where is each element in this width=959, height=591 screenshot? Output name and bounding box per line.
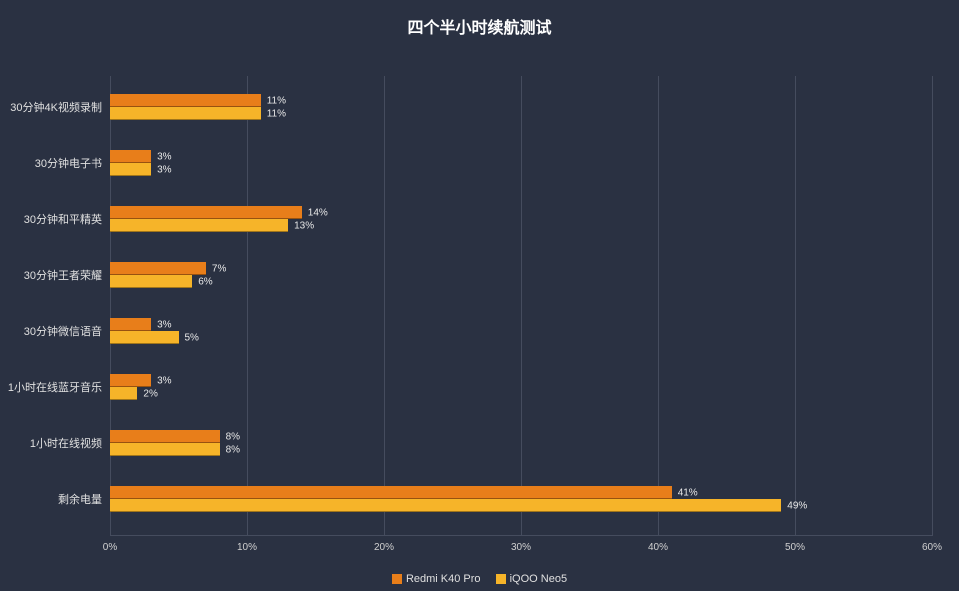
plot-area: 0%10%20%30%40%50%60%30分钟4K视频录制11%11%30分钟… (110, 76, 932, 536)
bar-value-label: 6% (198, 276, 212, 287)
bar-value-label: 3% (157, 151, 171, 162)
gridline (384, 76, 385, 536)
bar (110, 387, 137, 400)
bar-value-label: 2% (143, 388, 157, 399)
x-tick-label: 0% (103, 542, 117, 553)
y-category-label: 30分钟电子书 (35, 155, 102, 171)
y-category-label: 30分钟微信语音 (24, 323, 102, 339)
legend-label-0: Redmi K40 Pro (406, 573, 481, 585)
bar-value-label: 11% (267, 108, 286, 119)
bar-value-label: 8% (226, 431, 240, 442)
bar (110, 163, 151, 176)
bar (110, 486, 672, 499)
y-category-label: 30分钟和平精英 (24, 211, 102, 227)
bar-value-label: 14% (308, 207, 328, 218)
gridline (658, 76, 659, 536)
x-tick-label: 20% (374, 542, 394, 553)
bar-value-label: 3% (157, 375, 171, 386)
bar (110, 150, 151, 163)
gridline (110, 76, 111, 536)
bar (110, 318, 151, 331)
chart-title: 四个半小时续航测试 (0, 14, 959, 38)
bar (110, 331, 179, 344)
bar-value-label: 5% (185, 332, 199, 343)
bar-value-label: 11% (267, 95, 286, 106)
y-category-label: 1小时在线蓝牙音乐 (8, 379, 102, 395)
bar-value-label: 7% (212, 263, 226, 274)
x-tick-label: 50% (785, 542, 805, 553)
y-category-label: 30分钟4K视频录制 (10, 99, 102, 115)
bar (110, 374, 151, 387)
y-category-label: 1小时在线视频 (30, 435, 102, 451)
bar-value-label: 8% (226, 444, 240, 455)
bar-value-label: 13% (294, 220, 314, 231)
bar (110, 499, 781, 512)
bar (110, 107, 261, 120)
gridline (932, 76, 933, 536)
bar (110, 219, 288, 232)
bar (110, 430, 220, 443)
gridline (521, 76, 522, 536)
legend-swatch-0 (392, 574, 402, 584)
bar (110, 94, 261, 107)
bar-value-label: 49% (787, 500, 807, 511)
bar (110, 262, 206, 275)
bar-value-label: 3% (157, 319, 171, 330)
legend: Redmi K40 Pro iQOO Neo5 (0, 573, 959, 585)
legend-item-1: iQOO Neo5 (496, 573, 567, 585)
x-tick-label: 60% (922, 542, 942, 553)
gridline (795, 76, 796, 536)
y-category-label: 剩余电量 (58, 491, 102, 507)
legend-item-0: Redmi K40 Pro (392, 573, 481, 585)
x-tick-label: 10% (237, 542, 257, 553)
bar (110, 275, 192, 288)
bar-value-label: 41% (678, 487, 698, 498)
x-tick-label: 30% (511, 542, 531, 553)
y-category-label: 30分钟王者荣耀 (24, 267, 102, 283)
gridline (247, 76, 248, 536)
legend-swatch-1 (496, 574, 506, 584)
x-tick-label: 40% (648, 542, 668, 553)
bar-value-label: 3% (157, 164, 171, 175)
bar (110, 443, 220, 456)
legend-label-1: iQOO Neo5 (510, 573, 567, 585)
bar (110, 206, 302, 219)
